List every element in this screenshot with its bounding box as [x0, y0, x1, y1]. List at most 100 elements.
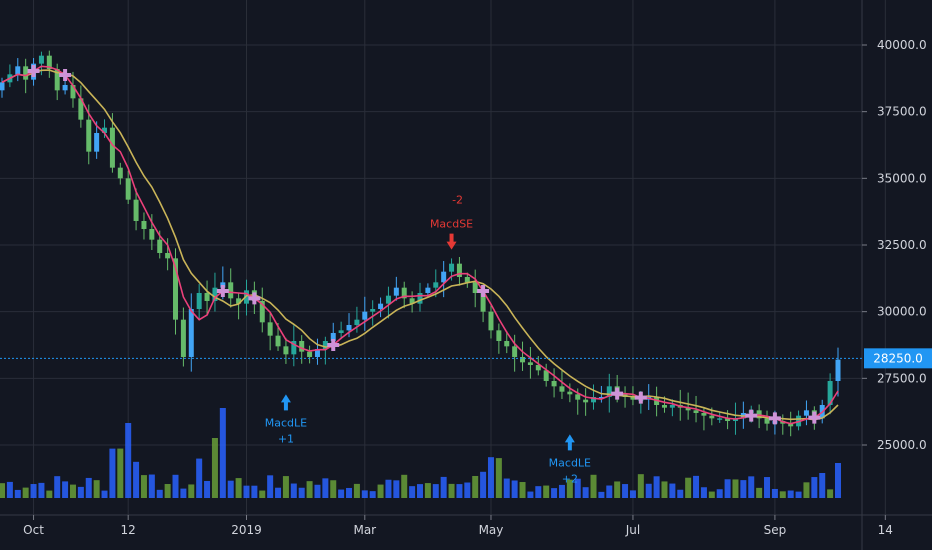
- volume-bar: [511, 480, 518, 498]
- volume-bar: [637, 474, 644, 498]
- cross-marker: [216, 285, 229, 297]
- candle-body: [496, 330, 502, 341]
- volume-bar: [764, 477, 771, 498]
- candle-body: [196, 293, 202, 309]
- volume-bar: [527, 491, 534, 498]
- y-tick-label: 30000.0: [877, 305, 927, 319]
- volume-bar: [480, 471, 487, 498]
- volume-bar: [519, 482, 526, 498]
- candle-body: [378, 303, 384, 309]
- sell-signal-label: MacdSE: [430, 218, 473, 231]
- candle-body: [38, 55, 44, 64]
- volume-bar: [85, 477, 92, 498]
- cross-marker: [808, 411, 821, 424]
- candle-body: [685, 407, 691, 411]
- volume-bar: [101, 490, 108, 498]
- volume-bar: [275, 487, 282, 498]
- cross-marker: [248, 292, 261, 305]
- volume-bar: [645, 483, 652, 498]
- volume-bar: [803, 482, 810, 498]
- candle-body: [228, 282, 234, 299]
- cross-marker: [634, 391, 647, 404]
- candle-body: [259, 301, 265, 323]
- candle-body: [86, 119, 92, 152]
- buy-signal-qty: +2: [562, 472, 578, 485]
- volume-bar: [54, 476, 61, 498]
- y-tick-label: 25000.0: [877, 438, 927, 452]
- buy-arrow-icon: [280, 394, 291, 411]
- candle-body: [70, 85, 76, 99]
- volume-bar: [432, 484, 439, 498]
- candle-body: [567, 391, 573, 395]
- volume-bar: [700, 487, 707, 498]
- cross-marker: [59, 69, 72, 81]
- volume-bar: [227, 480, 234, 498]
- current-price: 28250.0: [0, 348, 932, 369]
- volume-bar: [819, 473, 826, 498]
- candle-body: [157, 239, 163, 253]
- slow-ma-line: [1, 69, 839, 421]
- candle-body: [535, 365, 541, 371]
- volume-bar: [180, 488, 187, 498]
- volume-bar: [566, 479, 573, 498]
- volume-bar: [30, 484, 37, 498]
- volume-bar: [322, 478, 329, 498]
- volume-bar: [653, 476, 660, 498]
- volume-bar: [93, 480, 100, 498]
- candle-body: [409, 298, 415, 304]
- candle-body: [393, 287, 399, 296]
- current-price-label: 28250.0: [873, 351, 923, 365]
- candle-body: [212, 287, 218, 301]
- candle-body: [456, 263, 462, 277]
- candle-body: [165, 253, 171, 259]
- volume-bar: [756, 487, 763, 498]
- strategy-signals: MacdLE +1 MacdSE -2 MacdLE +2: [265, 194, 591, 486]
- candle-body: [46, 55, 52, 69]
- y-tick-label: 35000.0: [877, 171, 927, 185]
- volume-bar: [267, 475, 274, 498]
- trade-markers: [27, 65, 821, 425]
- volume-bar: [685, 477, 692, 498]
- candle-body: [559, 386, 565, 392]
- volume-bar: [448, 483, 455, 498]
- candle-body: [661, 405, 667, 408]
- candle-body: [370, 309, 376, 312]
- cross-marker: [611, 387, 624, 400]
- volume-bar: [0, 483, 5, 498]
- volume-bar: [732, 479, 739, 498]
- candle-body: [803, 410, 809, 416]
- volume-bar: [282, 476, 289, 498]
- x-tick-label: 12: [121, 523, 136, 537]
- candle-body: [606, 386, 612, 397]
- volume-bar: [219, 408, 226, 498]
- volume-bar: [314, 484, 321, 498]
- candle-body: [54, 69, 60, 91]
- x-axis[interactable]: Oct 12 2019 Mar May Jul Sep 14: [23, 515, 893, 537]
- candle-body: [464, 277, 470, 283]
- volume-bar: [574, 478, 581, 498]
- volume-bar: [14, 489, 21, 498]
- volume-bars: [0, 408, 841, 498]
- candle-body: [488, 311, 494, 331]
- y-axis[interactable]: 40000.0 37500.0 35000.0 32500.0 30000.0 27500…: [862, 38, 927, 452]
- candle-body: [433, 282, 439, 288]
- candle-body: [693, 410, 699, 413]
- volume-bar: [424, 483, 431, 498]
- fast-ma-line: [1, 65, 839, 425]
- candle-body: [512, 346, 518, 357]
- volume-bar: [771, 488, 778, 498]
- volume-bar: [369, 491, 376, 498]
- candle-body: [109, 127, 115, 168]
- candle-body: [299, 341, 305, 352]
- volume-bar: [614, 481, 621, 498]
- volume-bar: [779, 491, 786, 498]
- candle-body: [472, 282, 478, 293]
- volume-bar: [251, 485, 258, 498]
- candle-body: [701, 413, 707, 416]
- buy-arrow-icon: [564, 434, 575, 451]
- volume-bar: [290, 483, 297, 498]
- candle-body: [283, 346, 289, 355]
- candle-body: [78, 98, 84, 120]
